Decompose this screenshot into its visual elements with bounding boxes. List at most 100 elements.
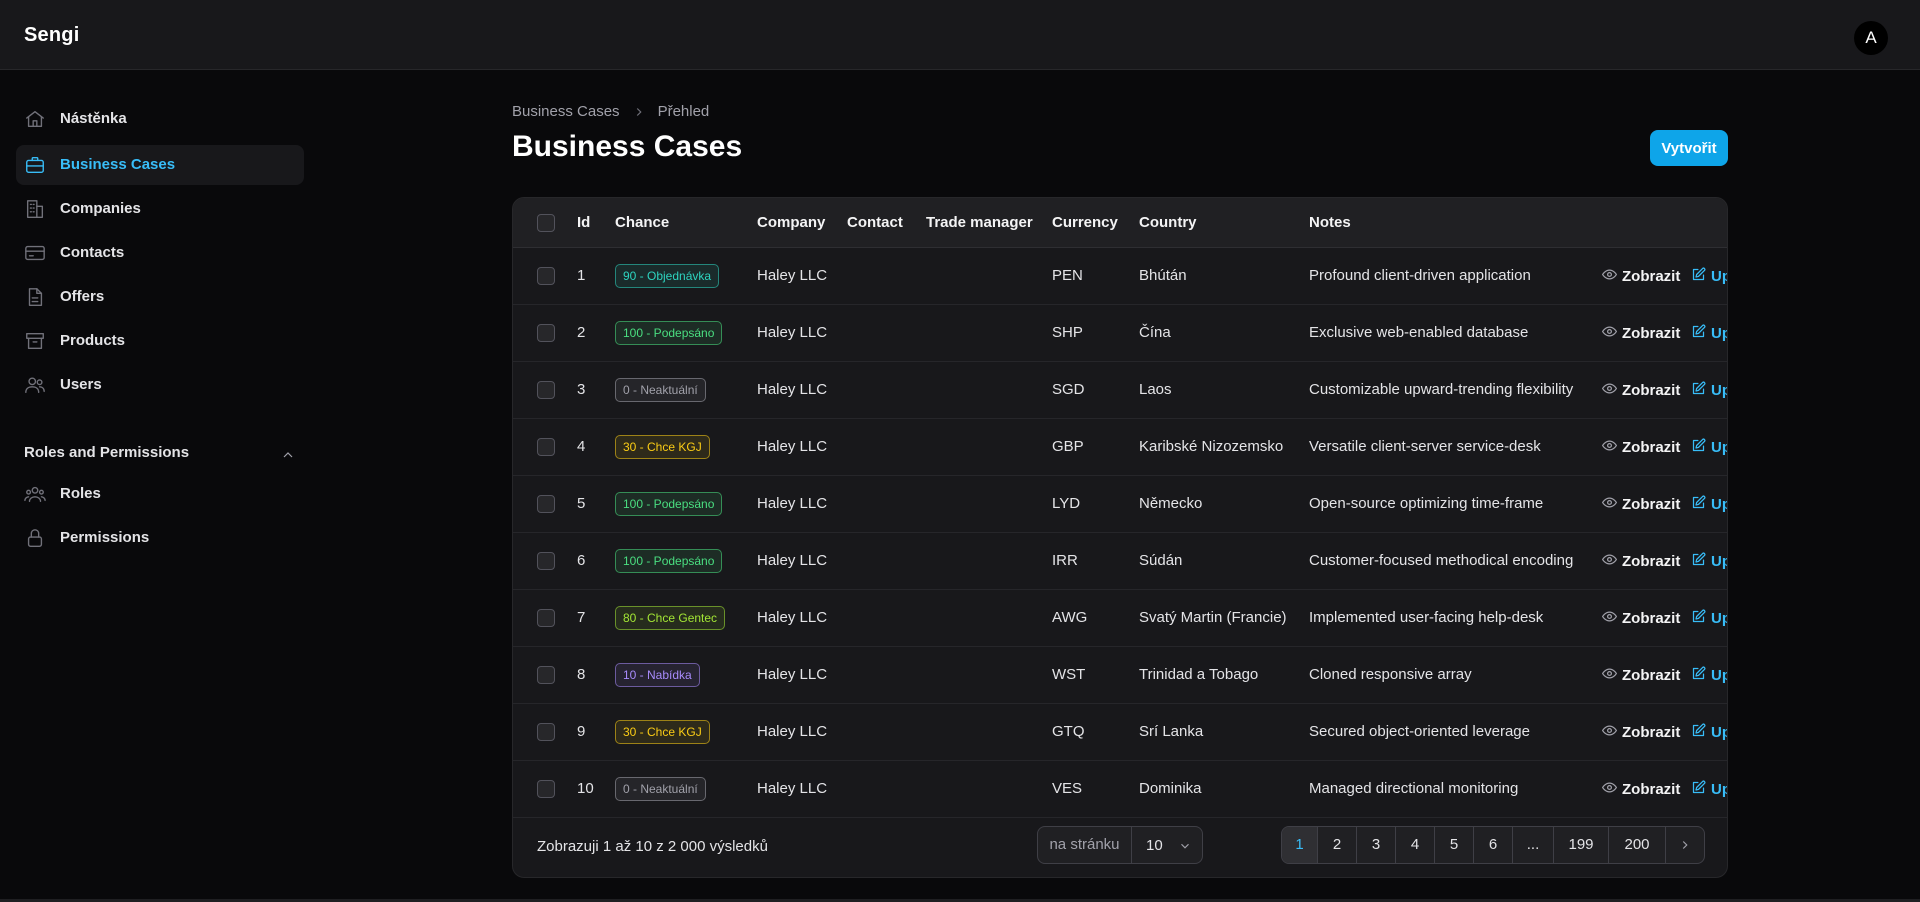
row-checkbox[interactable] xyxy=(537,438,555,456)
sidebar-item-permissions[interactable]: Permissions xyxy=(16,518,304,558)
sidebar-item-business-cases[interactable]: Business Cases xyxy=(16,145,304,185)
cell-country: Trinidad a Tobago xyxy=(1139,666,1259,683)
pagination-ellipsis: ... xyxy=(1513,827,1554,863)
results-summary: Zobrazuji 1 až 10 z 2 000 výsledků xyxy=(537,838,768,855)
next-page-button[interactable] xyxy=(1666,827,1704,863)
table-row[interactable]: 9 30 - Chce KGJ Haley LLC GTQ Srí Lanka Secur… xyxy=(513,704,1727,761)
page-button-6[interactable]: 6 xyxy=(1474,827,1513,863)
sidebar-item-products[interactable]: Products xyxy=(16,321,304,361)
chevron-right-icon xyxy=(632,105,646,119)
cell-company: Haley LLC xyxy=(757,552,828,569)
breadcrumb-root[interactable]: Business Cases xyxy=(512,103,620,120)
row-checkbox[interactable] xyxy=(537,381,555,399)
edit-icon xyxy=(1691,552,1711,571)
edit-button[interactable]: Up xyxy=(1691,381,1727,400)
edit-icon xyxy=(1691,324,1711,343)
view-button[interactable]: Zobrazit xyxy=(1602,666,1680,685)
eye-icon xyxy=(1602,267,1622,286)
column-header-currency[interactable]: Currency xyxy=(1052,214,1118,231)
edit-icon xyxy=(1691,723,1711,742)
edit-button[interactable]: Up xyxy=(1691,780,1727,799)
row-checkbox[interactable] xyxy=(537,609,555,627)
column-header-company[interactable]: Company xyxy=(757,214,826,231)
table-row[interactable]: 5 100 - Podepsáno Haley LLC LYD Německo Open-… xyxy=(513,476,1727,533)
edit-icon xyxy=(1691,609,1711,628)
eye-icon xyxy=(1602,324,1622,343)
row-checkbox[interactable] xyxy=(537,666,555,684)
column-header-id[interactable]: Id xyxy=(577,214,591,231)
page-button-3[interactable]: 3 xyxy=(1357,827,1396,863)
table-row[interactable]: 6 100 - Podepsáno Haley LLC IRR Súdán Custome… xyxy=(513,533,1727,590)
table-row[interactable]: 3 0 - Neaktuální Haley LLC SGD Laos Customiza… xyxy=(513,362,1727,419)
page-button-200[interactable]: 200 xyxy=(1609,827,1666,863)
table-row[interactable]: 7 80 - Chce Gentec Haley LLC AWG Svatý Marti… xyxy=(513,590,1727,647)
edit-button[interactable]: Up xyxy=(1691,324,1727,343)
select-all-checkbox[interactable] xyxy=(537,214,555,232)
per-page-select[interactable]: na stránku 10 xyxy=(1037,826,1203,864)
table-row[interactable]: 4 30 - Chce KGJ Haley LLC GBP Karibské Nizoz… xyxy=(513,419,1727,476)
edit-button[interactable]: Up xyxy=(1691,552,1727,571)
sidebar-item-roles[interactable]: Roles xyxy=(16,474,304,514)
column-header-trade-manager[interactable]: Trade manager xyxy=(926,214,1033,231)
cell-currency: GTQ xyxy=(1052,723,1085,740)
user-avatar[interactable]: A xyxy=(1854,21,1888,55)
row-checkbox[interactable] xyxy=(537,552,555,570)
sidebar-item-nastenka[interactable]: Nástěnka xyxy=(16,99,304,139)
edit-button[interactable]: Up xyxy=(1691,438,1727,457)
chance-badge: 0 - Neaktuální xyxy=(615,777,706,801)
edit-label: Up xyxy=(1711,667,1727,684)
eye-icon xyxy=(1602,438,1622,457)
sidebar-item-contacts[interactable]: Contacts xyxy=(16,233,304,273)
row-checkbox[interactable] xyxy=(537,324,555,342)
row-checkbox[interactable] xyxy=(537,723,555,741)
table-row[interactable]: 8 10 - Nabídka Haley LLC WST Trinidad a Toba… xyxy=(513,647,1727,704)
view-button[interactable]: Zobrazit xyxy=(1602,267,1680,286)
page-button-5[interactable]: 5 xyxy=(1435,827,1474,863)
edit-label: Up xyxy=(1711,724,1727,741)
view-button[interactable]: Zobrazit xyxy=(1602,780,1680,799)
page-button-2[interactable]: 2 xyxy=(1318,827,1357,863)
view-label: Zobrazit xyxy=(1622,610,1681,627)
sidebar-item-label: Users xyxy=(60,376,102,393)
column-header-country[interactable]: Country xyxy=(1139,214,1197,231)
cell-currency: GBP xyxy=(1052,438,1084,455)
sidebar-item-offers[interactable]: Offers xyxy=(16,277,304,317)
column-header-contact[interactable]: Contact xyxy=(847,214,903,231)
view-button[interactable]: Zobrazit xyxy=(1602,552,1680,571)
view-button[interactable]: Zobrazit xyxy=(1602,723,1680,742)
create-button[interactable]: Vytvořit xyxy=(1650,130,1728,166)
row-checkbox[interactable] xyxy=(537,780,555,798)
app-logo[interactable]: Sengi xyxy=(24,24,80,46)
row-checkbox[interactable] xyxy=(537,495,555,513)
view-button[interactable]: Zobrazit xyxy=(1602,495,1680,514)
pagination: 1 2 3 4 5 6... 199 200 xyxy=(1281,826,1705,864)
page-button-199[interactable]: 199 xyxy=(1554,827,1609,863)
page-button-4[interactable]: 4 xyxy=(1396,827,1435,863)
column-header-chance[interactable]: Chance xyxy=(615,214,670,231)
edit-button[interactable]: Up xyxy=(1691,267,1727,286)
view-button[interactable]: Zobrazit xyxy=(1602,324,1680,343)
edit-label: Up xyxy=(1711,268,1727,285)
cell-id: 5 xyxy=(577,495,586,512)
view-button[interactable]: Zobrazit xyxy=(1602,609,1680,628)
view-button[interactable]: Zobrazit xyxy=(1602,381,1680,400)
row-checkbox[interactable] xyxy=(537,267,555,285)
sidebar-item-users[interactable]: Users xyxy=(16,365,304,405)
table-row[interactable]: 2 100 - Podepsáno Haley LLC SHP Čína Exclusiv… xyxy=(513,305,1727,362)
view-button[interactable]: Zobrazit xyxy=(1602,438,1680,457)
edit-button[interactable]: Up xyxy=(1691,666,1727,685)
edit-button[interactable]: Up xyxy=(1691,609,1727,628)
sidebar-item-companies[interactable]: Companies xyxy=(16,189,304,229)
eye-icon xyxy=(1602,495,1622,514)
home-icon xyxy=(24,108,46,130)
user-group-icon xyxy=(24,483,46,505)
table-row[interactable]: 10 0 - Neaktuální Haley LLC VES Dominika Mana… xyxy=(513,761,1727,818)
breadcrumb: Business Cases Přehled xyxy=(512,103,709,120)
column-header-notes[interactable]: Notes xyxy=(1309,214,1351,231)
roles-permissions-group-toggle[interactable]: Roles and Permissions xyxy=(24,444,296,466)
page-button-1[interactable]: 1 xyxy=(1282,827,1318,863)
eye-icon xyxy=(1602,381,1622,400)
edit-button[interactable]: Up xyxy=(1691,723,1727,742)
edit-button[interactable]: Up xyxy=(1691,495,1727,514)
table-row[interactable]: 1 90 - Objednávka Haley LLC PEN Bhútán Profou… xyxy=(513,248,1727,305)
